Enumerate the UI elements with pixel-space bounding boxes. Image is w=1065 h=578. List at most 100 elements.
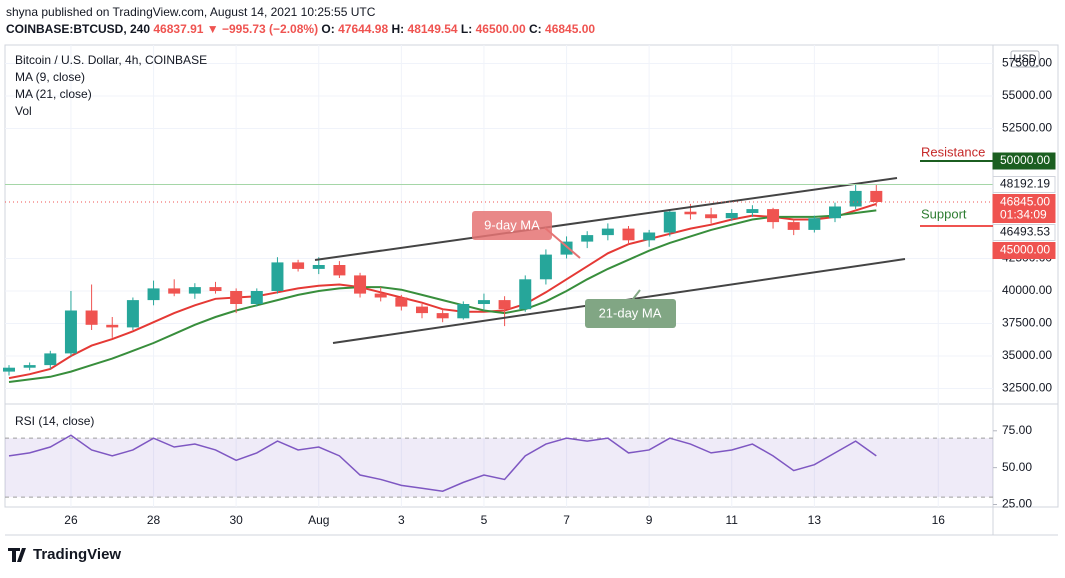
legend-entry: Vol [15,104,32,118]
symbol-line-text: COINBASE:BTCUSD, 240 46837.91 ▼ −995.73 … [6,22,595,36]
legend-title: RSI (14, close) [15,414,94,428]
currency[interactable]: USD [1013,53,1036,65]
candle-body [539,254,552,280]
ohlc-label: H: [392,22,405,36]
candle-body [767,209,780,223]
price-tag-label: 45000.00 [1000,243,1050,257]
candle-body [808,218,821,230]
candle-body [106,324,119,328]
candle-body [250,291,263,305]
candle-body [601,228,614,236]
candle-body [188,287,201,294]
published: shyna published on TradingView.com, Augu… [6,5,376,19]
candle-body [271,262,284,292]
candle-body [23,365,36,368]
x-tick-label: 26 [64,513,78,527]
price-tag [992,176,1056,194]
ohlc-label: L: [461,22,472,36]
ohlc-value: 46500.00 [476,22,526,36]
candle-body [312,265,325,269]
x-tick-label: 13 [808,513,822,527]
currency-box[interactable] [1010,50,1040,68]
candle-body [209,287,222,292]
symbol-line: COINBASE:BTCUSD, 240 46837.91 ▼ −995.73 … [6,22,595,36]
annotation: 9-day MA [484,217,540,232]
change: ▼ −995.73 (−2.08%) [207,22,318,36]
price-tag [992,242,1056,260]
candle-body [725,213,738,219]
annotation: Support [921,206,967,221]
y-tick-label: 50.00 [1002,460,1032,474]
price-tag-label: 50000.00 [1000,153,1050,167]
ma-line [8,209,877,383]
plot [3,45,993,507]
x-tick-label: 16 [932,513,946,527]
price-tag-label: 46845.00 [1000,195,1050,209]
price-tag-label: 46493.53 [1000,225,1050,239]
candle-body [374,293,387,298]
candle-body [126,300,139,328]
candle-body [829,206,841,219]
candle-body [498,300,511,310]
x-tick-label: Aug [308,513,329,527]
x-tick-label: 28 [147,513,161,527]
ohlc-label: O: [321,22,334,36]
annotation-box [585,299,676,328]
y-tick-label: 40000.00 [1002,283,1052,297]
candle-body [746,209,759,214]
price-tag [992,194,1056,224]
candle-body [230,291,243,305]
logo [8,548,26,562]
x-tick-label: 3 [398,513,405,527]
channel-upper [314,177,898,261]
candle-body [663,211,676,233]
ohlc-value: 46845.00 [545,22,595,36]
x-tick-label: 30 [229,513,243,527]
candle-body [44,353,57,366]
y-tick-label: 57500.00 [1002,56,1052,70]
x-tick-label: 7 [563,513,570,527]
annotation-box [472,211,552,240]
rsi-band [5,438,993,498]
annotation: Resistance [921,144,985,159]
candle-body [787,222,800,230]
candle-body [849,190,862,207]
candle-body [477,300,490,305]
price-tag-label: 48192.19 [1000,177,1050,191]
candle-body [581,235,594,242]
ohlc-value: 47644.98 [338,22,388,36]
frame [4,44,1059,508]
annotation: 21-day MA [599,305,662,320]
candle-body [292,262,305,269]
y-tick-label: 75.00 [1002,423,1032,437]
candle-body [416,306,428,314]
candle-body [3,367,15,372]
y-tick-label: 32500.00 [1002,381,1052,395]
x-tick-label: 11 [726,513,739,527]
symbol: COINBASE:BTCUSD, 240 [6,22,150,36]
price-tag [992,224,1056,242]
candle-body [168,288,181,294]
legend-title: Bitcoin / U.S. Dollar, 4h, COINBASE [15,53,207,67]
x-tick-label: 5 [481,513,488,527]
y-tick-label: 52500.00 [1002,121,1052,135]
candle-body [147,288,160,301]
candle-body [64,310,77,354]
y-tick-label: 55000.00 [1002,88,1052,102]
legend-entry: MA (21, close) [15,87,92,101]
price-tag [992,152,1056,170]
candle-body [622,228,635,241]
candle-body [643,232,656,241]
price: 46837.91 [153,22,203,36]
candle-body [85,310,98,325]
y-tick-label: 37500.00 [1002,316,1052,330]
candle-body [519,279,532,310]
ohlc-label: C: [529,22,542,36]
candle-body [684,211,697,215]
candle-body [436,313,449,319]
ohlc-value: 48149.54 [408,22,458,36]
candle-body [395,297,408,307]
y-tick-label: 25.00 [1002,497,1032,511]
candle-body [333,265,346,276]
